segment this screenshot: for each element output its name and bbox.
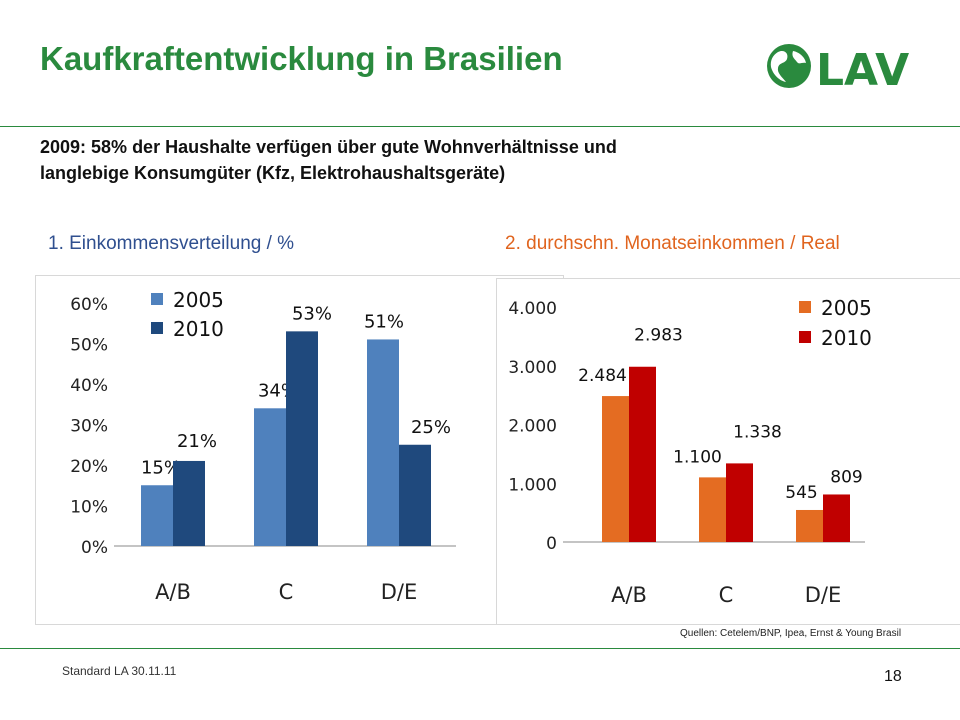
y-tick-label: 0	[546, 534, 557, 554]
legend-swatch	[151, 293, 163, 305]
y-tick-label: 50%	[70, 336, 108, 356]
data-label: 53%	[292, 303, 332, 324]
data-label: 1.100	[673, 447, 722, 467]
chart-2-title: 2. durchschn. Monatseinkommen / Real	[505, 233, 840, 254]
x-category-label: D/E	[381, 580, 418, 604]
y-tick-label: 40%	[70, 376, 108, 396]
x-category-label: A/B	[155, 580, 191, 604]
subtitle-line-1: 2009: 58% der Haushalte verfügen über gu…	[40, 137, 617, 157]
data-label: 15%	[141, 457, 181, 478]
slide-subtitle: 2009: 58% der Haushalte verfügen über gu…	[40, 134, 860, 186]
data-label: 2.983	[634, 326, 683, 346]
y-tick-label: 4.000	[508, 299, 557, 319]
x-category-label: C	[719, 583, 734, 607]
bar-2005-D/E	[796, 509, 823, 542]
bar-2010-C	[726, 463, 753, 542]
header-rule	[0, 126, 960, 127]
data-label: 545	[785, 483, 817, 503]
legend-label: 2005	[173, 288, 224, 312]
legend-label: 2010	[173, 317, 224, 341]
bar-2010-D/E	[823, 494, 850, 542]
y-tick-label: 3.000	[508, 358, 557, 378]
legend-swatch	[799, 331, 811, 343]
footer-text: Standard LA 30.11.11	[62, 664, 177, 678]
legend-swatch	[151, 322, 163, 334]
data-label: 51%	[364, 311, 404, 332]
bar-2005-C	[699, 477, 726, 542]
lav-logo: LAV	[767, 44, 909, 94]
y-tick-label: 60%	[70, 295, 108, 315]
legend-label: 2005	[821, 296, 872, 320]
data-label: 809	[830, 467, 862, 487]
x-category-label: A/B	[611, 583, 647, 607]
legend-swatch	[799, 301, 811, 313]
income-distribution-chart: 0%10%20%30%40%50%60%A/B15%21%C34%53%D/E5…	[70, 288, 456, 604]
y-tick-label: 1.000	[508, 475, 557, 495]
page-number: 18	[884, 668, 902, 685]
bar-2005-A/B	[602, 396, 629, 542]
bar-2005-D/E	[367, 339, 399, 546]
y-tick-label: 10%	[70, 498, 108, 518]
data-label: 1.338	[733, 422, 782, 442]
bar-2010-A/B	[629, 366, 656, 542]
y-tick-label: 2.000	[508, 417, 557, 437]
bar-2010-A/B	[173, 460, 205, 546]
legend-label: 2010	[821, 326, 872, 350]
subtitle-line-2: langlebige Konsumgüter (Kfz, Elektrohaus…	[40, 163, 506, 183]
chart-1-panel: 0% 10% 20% 30% 40% 50% 60% A/B 15% 21% C 34% 53% D/E 5…	[35, 275, 564, 625]
bar-2005-C	[254, 408, 286, 546]
footer-rule	[0, 648, 960, 649]
bar-2010-C	[286, 331, 318, 546]
y-tick-label: 0%	[81, 538, 108, 558]
x-category-label: C	[279, 580, 294, 604]
logo-text: LAV	[816, 45, 909, 94]
bar-2005-A/B	[141, 485, 173, 546]
data-label: 21%	[177, 431, 217, 452]
bar-2010-D/E	[399, 444, 431, 546]
chart-2-panel: 0 1.000 2.000 3.000 4.000 A/B 2.484 2.983 C 1.100…	[496, 278, 960, 625]
chart-1-title: 1. Einkommensverteilung / %	[48, 233, 295, 254]
x-category-label: D/E	[805, 583, 842, 607]
globe-icon	[767, 44, 811, 88]
monthly-income-chart: 0 1.000 2.000 3.000 4.000 A/B 2.484 2.983 C 1.100…	[508, 296, 872, 607]
data-label: 2.484	[578, 366, 627, 386]
data-label: 25%	[411, 417, 451, 438]
slide-title: Kaufkraftentwicklung in Brasilien	[40, 40, 563, 77]
y-tick-label: 20%	[70, 457, 108, 477]
y-tick-label: 30%	[70, 417, 108, 437]
source-note: Quellen: Cetelem/BNP, Ipea, Ernst & Youn…	[680, 628, 902, 639]
